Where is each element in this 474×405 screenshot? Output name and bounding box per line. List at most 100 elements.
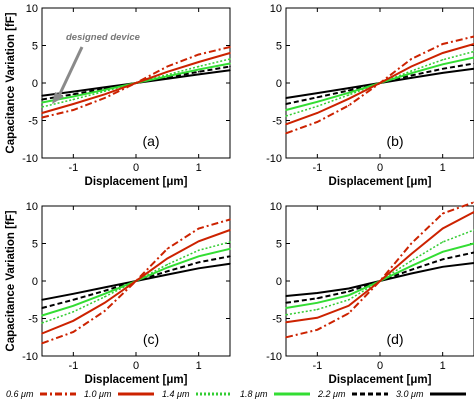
x-tick-label: -1 bbox=[312, 360, 322, 372]
data-point bbox=[41, 307, 43, 309]
data-point bbox=[41, 332, 43, 335]
y-tick-label: -5 bbox=[28, 116, 38, 128]
y-tick-label: 5 bbox=[32, 41, 38, 53]
data-point bbox=[441, 67, 444, 70]
legend-label: 3.0 μm bbox=[396, 389, 424, 399]
data-point bbox=[229, 262, 231, 265]
data-point bbox=[316, 308, 319, 311]
y-tick-label: -10 bbox=[266, 351, 282, 363]
data-point bbox=[103, 93, 106, 96]
panel-label: (a) bbox=[142, 133, 159, 149]
data-point bbox=[41, 101, 43, 104]
series-line-2.2um bbox=[285, 251, 474, 304]
y-tick-label: 5 bbox=[276, 41, 282, 53]
designed-device-annotation: designed device bbox=[66, 32, 141, 43]
data-point bbox=[441, 212, 444, 215]
data-point bbox=[347, 94, 350, 96]
data-point bbox=[72, 98, 75, 101]
data-point bbox=[166, 247, 169, 250]
data-point bbox=[410, 259, 413, 262]
data-point bbox=[316, 92, 319, 94]
data-point bbox=[197, 73, 200, 76]
y-tick-label: 10 bbox=[270, 201, 282, 213]
data-point bbox=[41, 116, 43, 119]
data-point bbox=[347, 290, 350, 293]
data-point bbox=[72, 103, 75, 105]
panel-label: (b) bbox=[386, 133, 403, 149]
data-point bbox=[347, 97, 350, 100]
data-point bbox=[316, 301, 319, 304]
data-point bbox=[72, 95, 75, 98]
data-point bbox=[229, 62, 231, 65]
series-line-0.6um bbox=[285, 35, 474, 135]
y-tick-label: -5 bbox=[28, 314, 38, 326]
data-point bbox=[166, 263, 169, 266]
series-line-0.6um bbox=[285, 201, 474, 339]
x-tick-label: 1 bbox=[196, 360, 202, 372]
y-tick-label: 10 bbox=[26, 201, 38, 213]
data-point bbox=[285, 103, 287, 105]
data-point bbox=[72, 292, 75, 295]
data-point bbox=[197, 61, 200, 63]
data-point bbox=[72, 331, 75, 333]
data-point bbox=[441, 250, 444, 253]
data-point bbox=[166, 70, 169, 73]
data-point bbox=[41, 314, 43, 317]
legend-label: 1.4 μm bbox=[162, 389, 190, 399]
data-point bbox=[72, 109, 75, 111]
data-point bbox=[197, 255, 200, 258]
data-point bbox=[410, 70, 413, 72]
y-tick-label: 0 bbox=[276, 276, 282, 288]
data-point bbox=[41, 98, 43, 101]
data-point bbox=[41, 94, 43, 97]
data-point bbox=[441, 52, 444, 54]
y-tick-label: 0 bbox=[276, 78, 282, 90]
data-point bbox=[72, 319, 75, 322]
data-point bbox=[41, 106, 43, 108]
data-point bbox=[103, 289, 106, 292]
data-point bbox=[197, 53, 200, 56]
series-line-1.4um bbox=[285, 229, 474, 316]
data-point bbox=[72, 298, 75, 301]
data-point bbox=[410, 265, 413, 267]
y-tick-label: -5 bbox=[272, 314, 282, 326]
data-point bbox=[103, 97, 106, 99]
data-point bbox=[316, 297, 319, 300]
data-point bbox=[410, 272, 413, 275]
data-point bbox=[441, 258, 444, 261]
data-point bbox=[103, 286, 106, 289]
data-point bbox=[347, 298, 350, 301]
data-point bbox=[103, 292, 106, 295]
x-axis-label: Displacement [μm] bbox=[85, 374, 188, 386]
data-point bbox=[410, 242, 413, 245]
y-tick-label: 5 bbox=[32, 239, 38, 251]
data-point bbox=[347, 104, 350, 107]
data-point bbox=[197, 68, 200, 71]
data-point bbox=[197, 70, 200, 73]
data-point bbox=[316, 121, 319, 123]
data-point bbox=[197, 261, 200, 264]
data-point bbox=[229, 52, 231, 54]
data-point bbox=[441, 72, 444, 74]
data-point bbox=[229, 58, 231, 60]
data-point bbox=[103, 301, 106, 304]
x-tick-label: -1 bbox=[68, 162, 78, 174]
data-point bbox=[103, 295, 106, 298]
data-point bbox=[166, 75, 169, 78]
data-point bbox=[72, 304, 75, 307]
data-point bbox=[72, 93, 75, 96]
series-line-3.0um bbox=[285, 262, 474, 297]
data-point bbox=[316, 292, 319, 294]
legend-label: 1.8 μm bbox=[240, 389, 268, 399]
arrow-head-icon bbox=[52, 92, 64, 104]
legend-item-3.0um: 3.0 μm bbox=[396, 389, 466, 399]
data-point bbox=[166, 266, 169, 269]
data-point bbox=[285, 321, 287, 324]
data-point bbox=[197, 65, 200, 68]
x-tick-label: 1 bbox=[440, 360, 446, 372]
legend-label: 2.2 μm bbox=[317, 389, 346, 399]
